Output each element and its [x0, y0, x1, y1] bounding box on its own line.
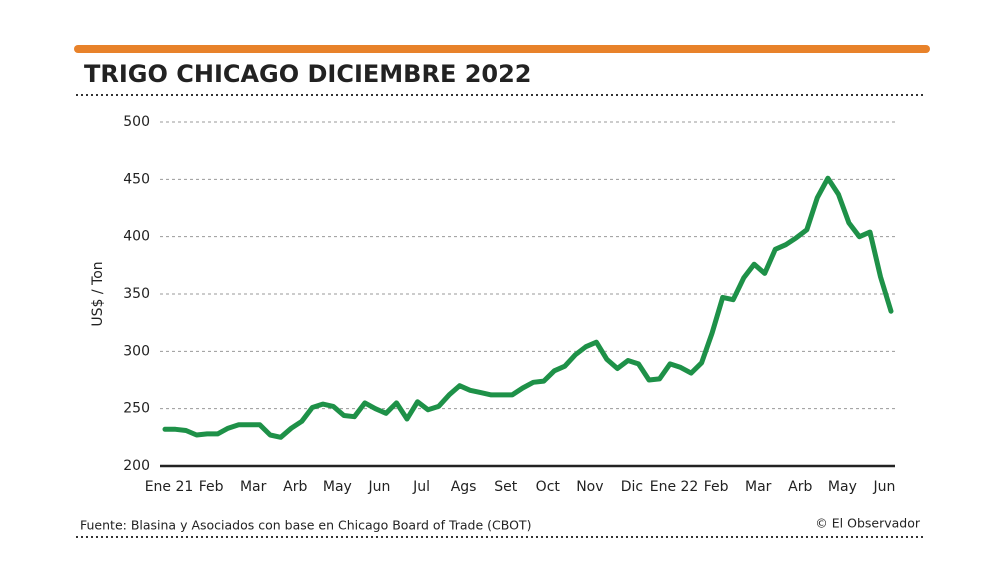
x-tick-label: Feb [704, 479, 729, 495]
chart-title: TRIGO CHICAGO DICIEMBRE 2022 [84, 60, 532, 88]
x-tick-label: Ene 21 [145, 479, 194, 495]
x-tick-label: May [828, 479, 857, 495]
y-tick-label: 300 [123, 343, 150, 359]
x-tick-label: Jun [367, 479, 390, 495]
x-tick-label: Arb [283, 479, 307, 495]
x-tick-label: May [323, 479, 352, 495]
x-tick-label: Ene 22 [650, 479, 699, 495]
x-tick-label: Nov [576, 479, 603, 495]
y-axis-label: US$ / Ton [90, 261, 106, 326]
top-bar [74, 45, 930, 53]
y-tick-label: 400 [123, 229, 150, 245]
x-tick-label: Ags [451, 479, 477, 495]
y-tick-label: 450 [123, 171, 150, 187]
y-tick-label: 350 [123, 286, 150, 302]
y-tick-label: 250 [123, 401, 150, 417]
source: Fuente: Blasina y Asociados con base en … [80, 518, 531, 533]
x-tick-label: Set [494, 479, 518, 495]
y-tick-label: 500 [123, 114, 150, 130]
x-tick-label: Oct [536, 479, 561, 495]
x-tick-label: Mar [240, 479, 267, 495]
x-tick-label: Mar [745, 479, 772, 495]
x-tick-label: Jun [873, 479, 896, 495]
y-tick-label: 200 [123, 458, 150, 474]
x-tick-label: Feb [199, 479, 224, 495]
x-tick-label: Arb [788, 479, 812, 495]
x-tick-label: Dic [621, 479, 643, 495]
credit: © El Observador [815, 516, 921, 531]
line [162, 175, 894, 440]
x-tick-label: Jul [412, 479, 430, 495]
